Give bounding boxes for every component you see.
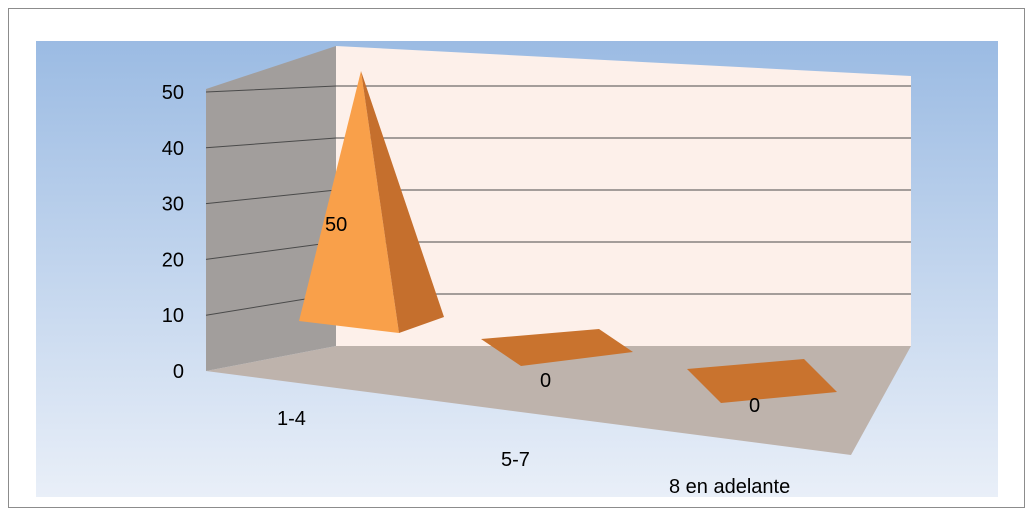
gridline <box>205 137 911 149</box>
data-label: 0 <box>540 370 551 392</box>
bar-flat <box>687 359 837 403</box>
side-wall <box>206 46 336 371</box>
bar-flat <box>481 329 633 366</box>
category-label: 5-7 <box>501 449 530 471</box>
y-tick-label: 10 <box>162 305 184 327</box>
y-tick-label: 0 <box>173 361 184 383</box>
data-label: 50 <box>325 214 347 236</box>
category-label: 8 en adelante <box>669 476 790 498</box>
y-tick-label: 50 <box>162 82 184 104</box>
y-tick-label: 40 <box>162 138 184 160</box>
y-tick-label: 30 <box>162 194 184 216</box>
gridline <box>205 85 911 93</box>
bar-front-face <box>299 71 399 333</box>
bar-side-face <box>361 71 444 333</box>
chart-frame: 0 10 20 30 40 50 1-4 5-7 8 en adelante 50 0 0 <box>8 8 1025 508</box>
data-label: 0 <box>749 395 760 417</box>
y-tick-label: 20 <box>162 249 184 271</box>
category-label: 1-4 <box>277 408 306 430</box>
chart-svg: 0 10 20 30 40 50 1-4 5-7 8 en adelante 50 0 0 <box>36 41 998 498</box>
back-wall <box>336 46 911 346</box>
